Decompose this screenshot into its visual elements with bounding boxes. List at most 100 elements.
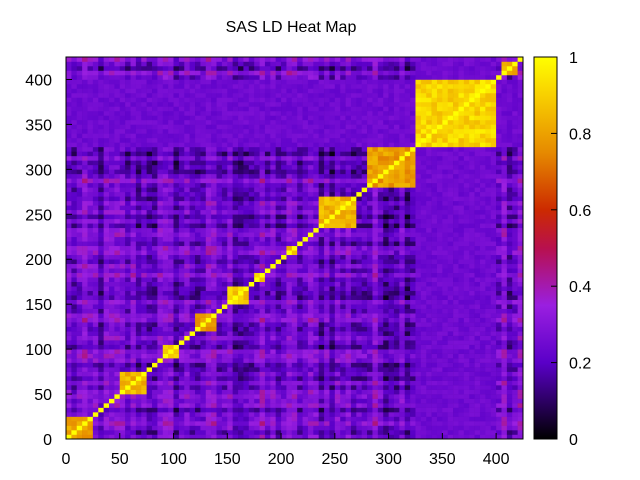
heat-cell [281,236,287,242]
heat-cell [98,164,104,170]
heat-cell [216,272,223,278]
heat-cell [200,304,207,309]
heat-cell [92,79,99,85]
heat-cell [270,191,276,197]
heat-cell [340,434,346,440]
heat-cell [141,92,147,98]
heat-cell [82,232,88,238]
heat-cell [361,326,368,332]
heat-cell [232,83,239,89]
heat-cell [205,371,212,377]
heat-cell [259,173,266,179]
heat-cell [114,74,121,80]
heat-cell [318,65,325,71]
heat-cell [119,385,126,390]
heat-cell [275,146,282,152]
heat-cell [125,277,131,282]
heat-cell [162,223,169,229]
heat-cell [367,119,373,125]
heat-cell [146,290,153,296]
heat-cell [87,277,94,282]
heat-cell [168,146,174,152]
heat-cell [270,398,276,404]
heat-cell [184,268,190,274]
heat-cell [173,376,180,381]
heat-cell [173,362,180,368]
heat-cell [302,65,309,71]
heat-cell [184,124,190,130]
heat-cell [189,254,196,260]
heat-cell [367,70,373,76]
heat-cell [200,376,207,381]
heat-cell [329,133,336,139]
heat-cell [367,335,373,341]
heat-cell [66,353,72,359]
heat-cell [254,236,260,242]
heat-cell [324,331,330,336]
heat-cell [205,142,212,148]
heat-cell [119,277,126,282]
heat-cell [200,344,207,350]
heat-cell [168,250,174,256]
heat-cell [130,335,137,341]
heat-cell [71,124,78,130]
heat-cell [334,200,341,206]
heat-cell [216,115,223,121]
heat-cell [66,308,72,314]
heat-cell [254,209,260,215]
heat-cell [281,178,287,184]
heat-cell [377,277,384,282]
heat-cell [125,88,131,94]
heat-cell [157,128,164,134]
heat-cell [356,70,363,76]
heat-cell [114,299,121,305]
heat-cell [227,299,233,305]
heat-cell [200,385,207,390]
heat-cell [92,317,99,323]
heat-cell [146,182,153,188]
heat-cell [243,421,250,426]
heat-cell [254,367,260,372]
heat-cell [318,385,325,390]
heat-cell [345,263,352,269]
heat-cell [114,83,121,89]
heat-cell [367,385,373,390]
heat-cell [184,398,190,404]
heat-cell [367,196,373,202]
heat-cell [243,335,250,341]
heat-cell [367,290,373,296]
heat-cell [141,223,147,229]
heat-cell [307,371,314,377]
heat-cell [195,322,201,327]
heat-cell [324,97,330,103]
heat-cell [259,236,266,242]
heat-cell [98,299,104,305]
heat-cell [297,218,303,224]
heat-cell [291,277,298,282]
heat-cell [184,232,190,238]
heat-cell [350,416,357,422]
heat-cell [270,209,276,215]
heat-cell [297,277,303,282]
heat-cell [146,97,153,103]
heat-cell [286,308,293,314]
heat-cell [297,286,303,291]
heat-cell [270,403,276,408]
heat-cell [189,308,196,314]
heat-cell [286,196,293,202]
heat-cell [281,88,287,94]
heat-cell [286,331,293,336]
heat-cell [71,227,78,233]
heat-cell [141,187,147,193]
heat-cell [313,169,319,175]
heat-cell [157,97,164,103]
heat-cell [146,70,153,76]
heat-cell [243,142,250,148]
heat-cell [307,115,314,121]
heat-cell [281,268,287,274]
heat-cell [189,349,196,354]
heat-cell [162,412,169,417]
heat-cell [168,88,174,94]
heat-cell [221,182,228,188]
heat-cell [329,313,336,318]
